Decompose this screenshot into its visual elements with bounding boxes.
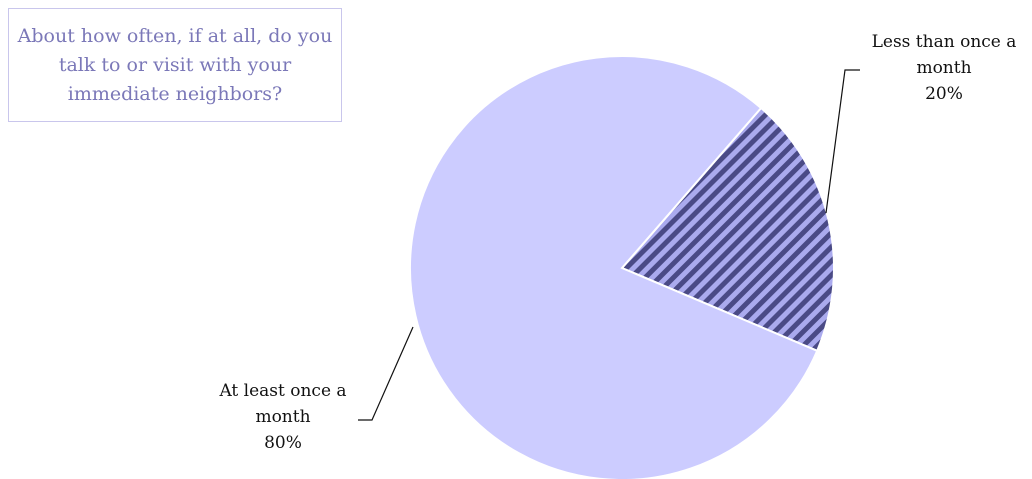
slice-label-at-least-once-a-month: At least once a month 80%	[218, 381, 346, 453]
pie-slice-at-least-once-a-month	[409, 55, 819, 479]
leader-line-at-least-once-a-month	[358, 326, 414, 421]
slice-value-label: 80%	[264, 433, 302, 453]
slice-category-label: At least once a	[218, 381, 346, 401]
leader-line-less-than-once-a-month	[825, 69, 860, 214]
slice-label-less-than-once-a-month: Less than once a month 20%	[872, 32, 1017, 104]
slice-category-label: month	[916, 58, 971, 78]
slice-category-label: Less than once a	[872, 32, 1017, 52]
slice-category-label: month	[255, 407, 310, 427]
slice-value-label: 20%	[925, 84, 963, 104]
chart-title: About how often, if at all, do you talk …	[17, 24, 333, 105]
chart-title-box: About how often, if at all, do you talk …	[8, 8, 342, 122]
